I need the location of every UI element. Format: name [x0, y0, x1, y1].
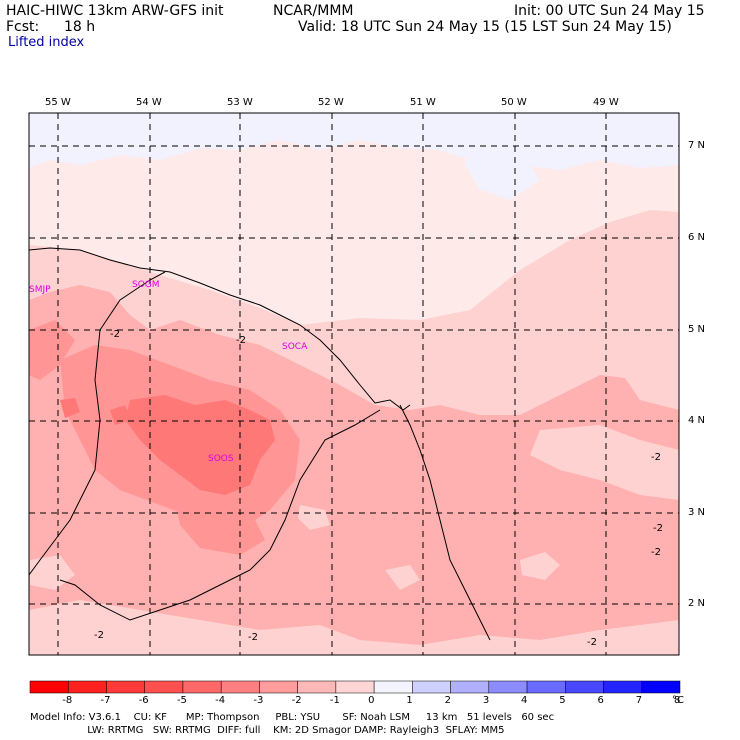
lat-label: 6 N [688, 232, 706, 243]
zone-neg1-patch [298, 505, 330, 530]
colorbar-swatch [488, 680, 528, 694]
colorbar-swatch [182, 680, 222, 694]
forecast-hour: 18 h [64, 19, 96, 35]
country-border [59, 409, 381, 621]
contour-label: -2 [651, 547, 661, 558]
station-label: SMJP [29, 285, 51, 295]
lon-label: 52 W [318, 97, 344, 108]
colorbar-tick-label: 6 [597, 695, 604, 706]
colorbar-tick-label: -1 [329, 695, 340, 706]
country-border [29, 271, 166, 576]
colorbar-swatch [526, 680, 566, 694]
init-time: Init: 00 UTC Sun 24 May 15 [514, 3, 705, 19]
lon-label: 55 W [45, 97, 71, 108]
colorbar-tick-label: -4 [215, 695, 226, 706]
colorbar-swatch [373, 680, 413, 694]
colorbar-swatch [144, 680, 184, 694]
station-label: SOGM [132, 280, 160, 290]
colorbar-tick-label: -7 [100, 695, 111, 706]
colorbar-tick-label: 7 [635, 695, 643, 706]
colorbar-tick-label: 5 [559, 695, 566, 706]
zone-neg1-patch [520, 552, 560, 580]
lat-label: 3 N [688, 507, 706, 518]
station-label: SOOS [208, 454, 234, 464]
contour-label: -2 [587, 637, 597, 648]
colorbar-swatch [220, 680, 260, 694]
colorbar-tick-label: 1 [406, 695, 413, 706]
field-name: Lifted index [8, 35, 85, 50]
colorbar-swatch [335, 680, 375, 694]
colorbar-swatch [106, 680, 145, 694]
zone-neg4 [60, 398, 80, 418]
colorbar-tick-label: -2 [291, 695, 302, 706]
lat-label: 2 N [688, 598, 706, 609]
lat-label: 7 N [688, 140, 706, 151]
station-label: SOCA [282, 342, 308, 352]
zone-neg1-patch [29, 600, 679, 655]
contour-label: -2 [651, 452, 661, 463]
colorbar-swatch [565, 680, 604, 694]
zone-neg3 [29, 320, 75, 380]
colorbar-unit: °C [672, 695, 684, 706]
colorbar-swatch [450, 680, 490, 694]
contour-label: -2 [110, 329, 120, 340]
lon-label: 53 W [227, 97, 253, 108]
valid-time: Valid: 18 UTC Sun 24 May 15 (15 LST Sun … [298, 19, 672, 35]
lat-label: 4 N [688, 415, 706, 426]
contour-label: -2 [236, 335, 246, 346]
colorbar-swatch [603, 680, 643, 694]
colorbar-swatch [297, 680, 337, 694]
institution-label: NCAR/MMM [273, 3, 354, 19]
colorbar-tick-label: 3 [482, 695, 490, 706]
colorbar-tick-label: 0 [368, 695, 375, 706]
contour-label: -2 [653, 523, 663, 534]
lon-label: 50 W [501, 97, 527, 108]
colorbar-tick-label: 4 [521, 695, 528, 706]
zone-neg4 [110, 405, 132, 425]
colorbar-tick-label: -6 [138, 695, 149, 706]
model-info-line1: Model Info: V3.6.1 CU: KF MP: Thompson P… [30, 712, 555, 723]
model-info-line2: LW: RRTMG SW: RRTMG DIFF: full KM: 2D Sm… [30, 725, 505, 736]
colorbar-tick-label: 2 [444, 695, 451, 706]
lon-label: 54 W [136, 97, 162, 108]
coastline [29, 247, 411, 411]
colorbar-tick-label: -3 [253, 695, 264, 706]
colorbar-tick-label: 8 [674, 695, 681, 706]
colorbar-swatch [67, 680, 107, 694]
colorbar-tick-label: -8 [62, 695, 73, 706]
colorbar-swatch [412, 680, 451, 694]
country-border [399, 404, 491, 641]
zone-neg4 [125, 395, 275, 495]
contour-label: -2 [94, 630, 104, 641]
zone-neg3 [175, 495, 265, 555]
colorbar-swatch [259, 680, 298, 694]
colorbar-swatch [29, 680, 69, 694]
lon-label: 49 W [593, 97, 619, 108]
zone-neg1-patch [385, 565, 420, 590]
zone-neg1-patch [530, 425, 679, 500]
model-title: HAIC-HIWC 13km ARW-GFS init [6, 3, 224, 19]
colorbar-swatch [641, 680, 681, 694]
lat-label: 5 N [688, 324, 706, 335]
positive-patch [465, 140, 540, 200]
plot-frame [28, 112, 680, 656]
contour-label: -2 [248, 632, 258, 643]
colorbar [29, 680, 681, 694]
forecast-label: Fcst: [6, 19, 40, 35]
lon-label: 51 W [410, 97, 436, 108]
colorbar-tick-label: -5 [176, 695, 187, 706]
